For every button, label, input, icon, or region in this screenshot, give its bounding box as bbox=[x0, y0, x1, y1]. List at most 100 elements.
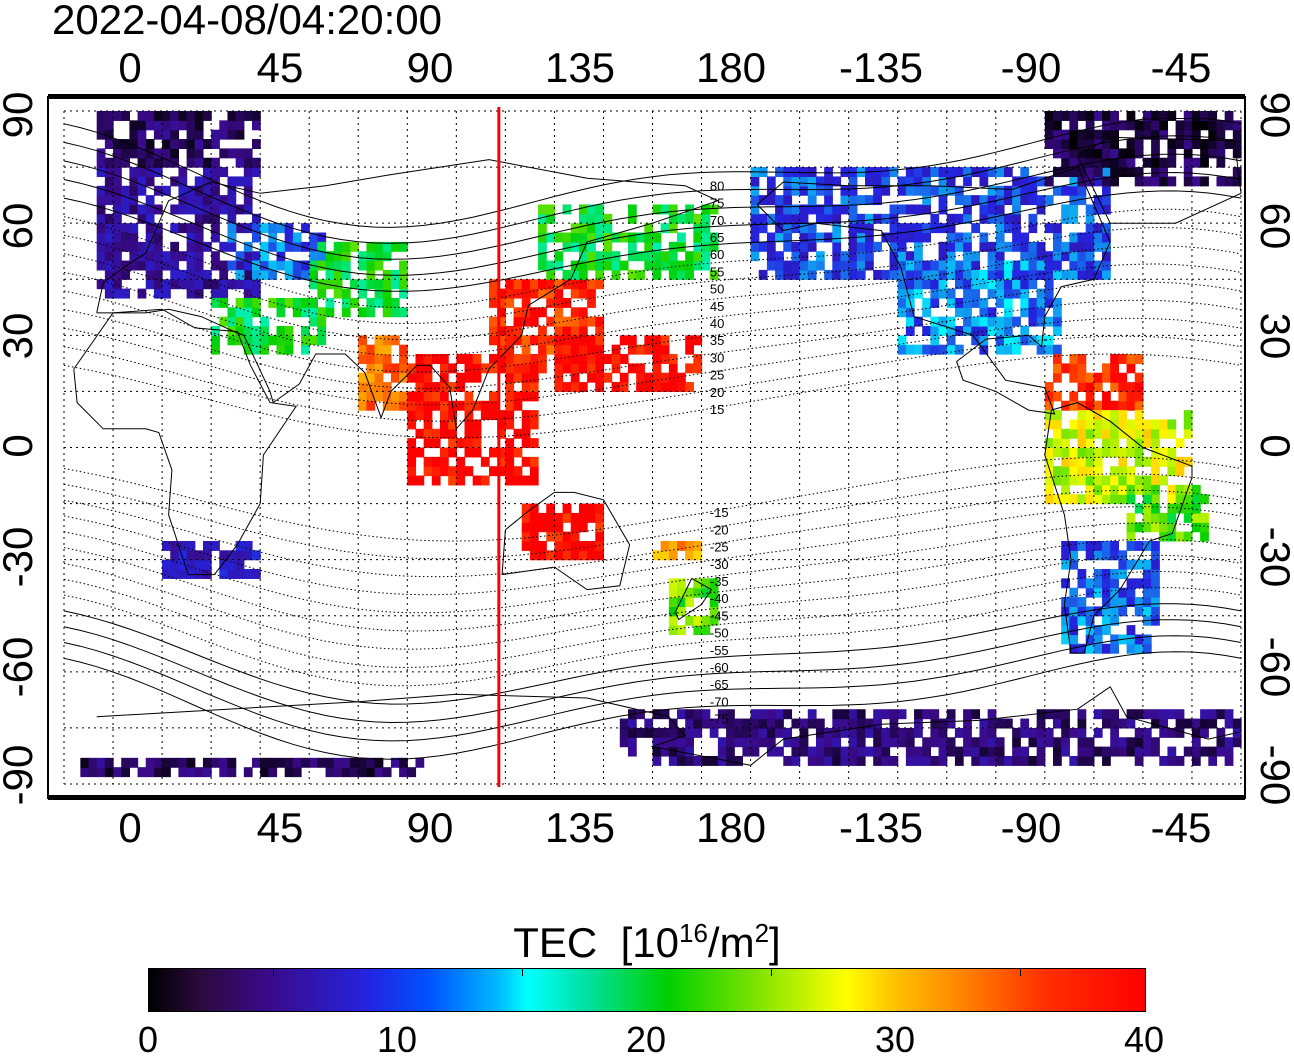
tec-cell bbox=[431, 438, 441, 449]
tec-cell bbox=[186, 288, 196, 299]
tec-cell bbox=[178, 223, 188, 234]
tec-cell bbox=[660, 746, 670, 757]
tec-cell bbox=[170, 111, 180, 121]
tec-cell bbox=[644, 232, 654, 243]
tec-cell bbox=[1102, 438, 1111, 449]
tec-cell bbox=[235, 120, 245, 131]
magnetic-contour bbox=[63, 603, 1242, 705]
tec-cell bbox=[807, 746, 817, 757]
tec-cell bbox=[815, 718, 825, 729]
tec-cell bbox=[399, 241, 408, 252]
tec-cell bbox=[243, 111, 253, 121]
tec-cell bbox=[96, 167, 106, 178]
tec-cell bbox=[538, 204, 547, 215]
tec-cell bbox=[1183, 176, 1193, 187]
tec-cell bbox=[1102, 494, 1111, 505]
tec-cell bbox=[211, 185, 220, 196]
tec-cell bbox=[930, 297, 940, 308]
tec-cell bbox=[317, 232, 327, 243]
tec-cell bbox=[987, 755, 997, 766]
tec-cell bbox=[1110, 382, 1119, 393]
tec-cell bbox=[538, 540, 547, 551]
tec-cell bbox=[1200, 157, 1209, 168]
tec-cell bbox=[595, 363, 605, 374]
tec-cell bbox=[619, 335, 629, 346]
tec-cell bbox=[260, 757, 269, 768]
tec-cell bbox=[766, 232, 776, 243]
coastline bbox=[96, 686, 1242, 766]
tec-cell bbox=[1044, 251, 1054, 262]
tec-cell bbox=[1085, 223, 1095, 234]
tec-cell bbox=[701, 241, 711, 252]
tec-cell bbox=[1151, 578, 1160, 589]
tec-cell bbox=[276, 335, 286, 346]
tec-cell bbox=[1224, 746, 1234, 757]
tec-cell bbox=[938, 167, 948, 178]
tec-cell bbox=[153, 223, 163, 234]
tec-cell bbox=[366, 260, 376, 271]
tec-cell bbox=[1102, 185, 1111, 196]
tec-cell bbox=[513, 354, 523, 364]
tec-cell bbox=[546, 335, 556, 346]
tec-cell bbox=[995, 251, 1005, 262]
tec-cell bbox=[905, 176, 915, 187]
tec-cell bbox=[1191, 522, 1201, 533]
tec-cell bbox=[1151, 438, 1160, 449]
tec-cell bbox=[374, 344, 384, 355]
tec-cell bbox=[644, 382, 654, 393]
tec-cell bbox=[1085, 391, 1095, 402]
tec-cell bbox=[578, 269, 588, 280]
tec-cell bbox=[1102, 176, 1111, 187]
tec-cell bbox=[1110, 111, 1119, 121]
tec-cell bbox=[113, 288, 122, 299]
tec-cell bbox=[399, 363, 408, 374]
tec-cell bbox=[1224, 755, 1234, 766]
tec-cell bbox=[1126, 625, 1136, 636]
tec-cell bbox=[194, 232, 204, 243]
tec-cell bbox=[521, 540, 531, 551]
tec-cell bbox=[652, 746, 662, 757]
coastline bbox=[96, 159, 720, 430]
tec-cell bbox=[1003, 279, 1013, 290]
magnetic-latitude-label: 45 bbox=[710, 299, 724, 314]
tec-cell bbox=[726, 755, 735, 766]
tec-cell bbox=[243, 344, 253, 355]
tec-cell bbox=[856, 260, 866, 271]
magnetic-latitude-label: 50 bbox=[710, 282, 724, 297]
tec-cell bbox=[505, 410, 515, 421]
tec-cell bbox=[513, 325, 523, 336]
tec-cell bbox=[113, 148, 122, 159]
tec-cell bbox=[758, 241, 768, 252]
tec-cell bbox=[211, 325, 220, 336]
tec-cell bbox=[211, 213, 220, 224]
tec-cell bbox=[505, 456, 515, 467]
tec-cell bbox=[758, 709, 768, 720]
tec-cell bbox=[1159, 157, 1169, 168]
tec-cell bbox=[578, 344, 588, 355]
colorbar-tick-label: 20 bbox=[625, 1019, 667, 1060]
tec-cell bbox=[865, 232, 874, 243]
tec-cell bbox=[1028, 241, 1038, 252]
tec-cell bbox=[121, 232, 130, 243]
tec-cell bbox=[1085, 540, 1095, 551]
colorbar-minor-tick bbox=[273, 968, 274, 976]
tec-cell bbox=[1053, 746, 1062, 757]
tec-cell bbox=[1208, 111, 1218, 121]
tec-cell bbox=[513, 400, 523, 411]
tec-cell bbox=[260, 344, 269, 355]
tec-cell bbox=[1044, 316, 1054, 327]
tec-cell bbox=[1053, 344, 1062, 355]
tec-cell bbox=[930, 269, 940, 280]
tec-cell bbox=[1159, 447, 1169, 458]
tec-cell bbox=[611, 382, 621, 393]
tec-cell bbox=[832, 223, 842, 234]
tec-cell bbox=[824, 176, 833, 187]
tec-cell bbox=[1069, 755, 1079, 766]
tec-cell bbox=[513, 288, 523, 299]
tec-cell bbox=[104, 232, 114, 243]
magnetic-latitude-label: 65 bbox=[710, 230, 724, 245]
colorbar-title-text: TEC bbox=[513, 919, 598, 966]
tec-cell bbox=[1061, 634, 1070, 645]
tec-cell bbox=[644, 344, 654, 355]
tec-cell bbox=[178, 185, 188, 196]
